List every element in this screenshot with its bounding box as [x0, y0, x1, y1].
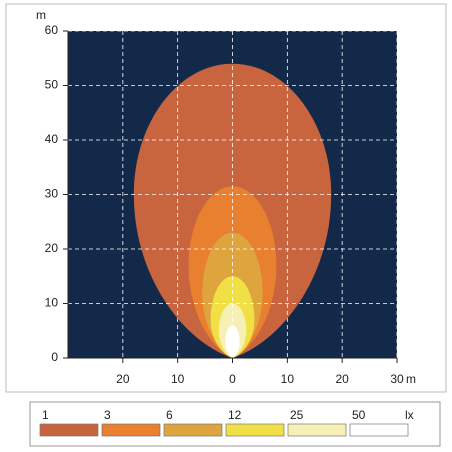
y-tick-label: 30 — [45, 187, 59, 201]
legend-swatch — [287, 423, 347, 437]
legend-label: 25 — [290, 408, 304, 422]
x-axis-label: m — [406, 372, 416, 386]
y-tick-label: 50 — [45, 78, 59, 92]
legend-unit: lx — [405, 408, 414, 422]
x-tick-label: 20 — [335, 372, 349, 386]
y-tick-label: 0 — [51, 350, 58, 364]
y-tick-label: 40 — [45, 132, 59, 146]
x-tick-label: 30 — [390, 372, 404, 386]
x-tick-label: 20 — [116, 372, 130, 386]
chart-frame — [5, 3, 447, 393]
y-tick-label: 20 — [45, 241, 59, 255]
y-tick-label: 10 — [45, 296, 59, 310]
legend-label: 12 — [228, 408, 242, 422]
legend-swatch — [163, 423, 223, 437]
legend-swatch — [349, 423, 409, 437]
legend-swatch — [39, 423, 99, 437]
x-tick-label: 10 — [281, 372, 295, 386]
legend-label: 3 — [104, 408, 111, 422]
x-tick-label: 10 — [171, 372, 185, 386]
legend-swatch — [101, 423, 161, 437]
legend-frame — [29, 401, 441, 447]
legend-label: 1 — [42, 408, 49, 422]
legend-label: 50 — [352, 408, 366, 422]
legend-label: 6 — [166, 408, 173, 422]
y-tick-label: 60 — [45, 23, 59, 37]
legend-swatch — [225, 423, 285, 437]
y-axis-label: m — [36, 8, 46, 22]
x-tick-label: 0 — [229, 372, 236, 386]
